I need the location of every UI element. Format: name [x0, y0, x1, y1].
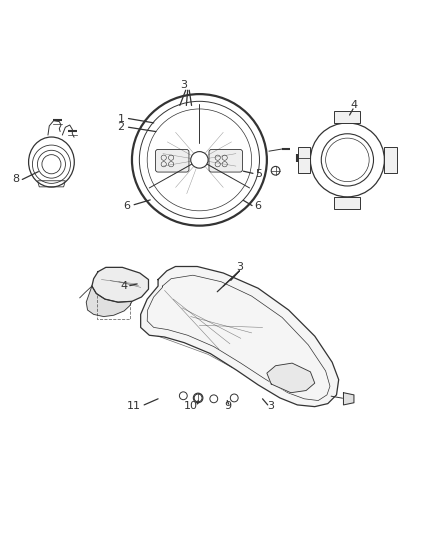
Polygon shape	[334, 197, 360, 209]
Polygon shape	[343, 393, 354, 405]
Text: 4: 4	[120, 281, 128, 290]
Polygon shape	[141, 266, 339, 407]
Text: 3: 3	[181, 79, 187, 90]
Text: 1: 1	[117, 114, 124, 124]
Text: 10: 10	[184, 401, 198, 411]
Text: 5: 5	[255, 169, 262, 179]
Polygon shape	[92, 268, 148, 302]
Polygon shape	[86, 286, 132, 317]
Text: 2: 2	[117, 122, 125, 132]
FancyBboxPatch shape	[209, 149, 243, 172]
Text: 3: 3	[236, 262, 243, 272]
Text: 11: 11	[127, 401, 141, 411]
Polygon shape	[298, 147, 311, 173]
Text: 9: 9	[224, 401, 231, 411]
Text: 8: 8	[12, 174, 19, 184]
Text: 4: 4	[350, 100, 357, 110]
Polygon shape	[267, 363, 315, 393]
Text: 3: 3	[267, 401, 274, 411]
Polygon shape	[334, 111, 360, 123]
FancyBboxPatch shape	[155, 149, 189, 172]
Text: 6: 6	[123, 200, 130, 211]
Polygon shape	[385, 147, 396, 173]
Text: 6: 6	[254, 201, 261, 212]
